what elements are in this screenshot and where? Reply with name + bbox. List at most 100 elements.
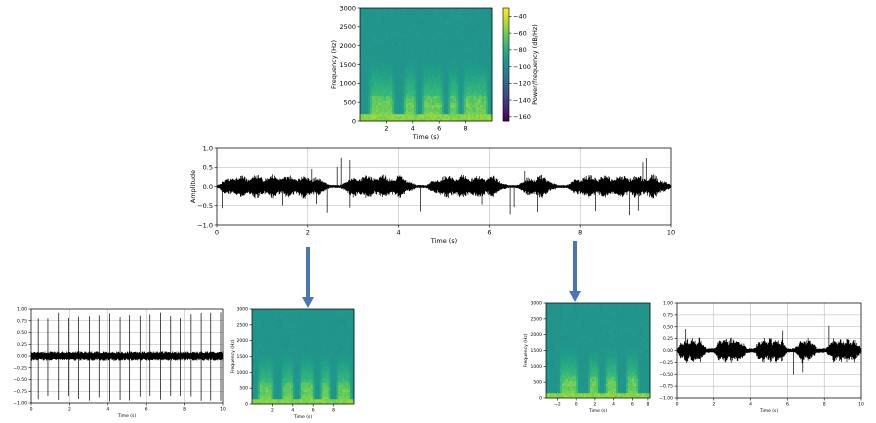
spectrogram-cell: [488, 82, 491, 86]
y-tick-label: 2500: [339, 23, 356, 31]
spectrogram-cell: [289, 339, 292, 343]
spectrogram-cell: [468, 17, 471, 20]
spectrogram-cell: [289, 394, 292, 398]
spectrogram-cell: [368, 91, 371, 95]
spectrogram-cell: [490, 10, 493, 13]
spectrogram-cell: [269, 370, 273, 374]
spectrogram-cell: [360, 55, 363, 59]
spectrogram-cell: [464, 17, 467, 20]
spectrogram-cell: [283, 335, 286, 338]
spectrogram-cell: [400, 8, 403, 11]
spectrogram-cell: [452, 41, 455, 45]
spectrogram-cell: [366, 37, 369, 41]
spectrogram-cell: [304, 330, 308, 334]
spectrogram-cell: [380, 116, 383, 120]
spectrogram-cell: [442, 17, 445, 20]
spectrogram-cell: [267, 351, 271, 355]
spectrogram-cell: [422, 96, 425, 99]
spectrogram-cell: [456, 30, 459, 34]
spectrogram-cell: [275, 368, 278, 372]
spectrogram-cell: [398, 107, 401, 111]
spectrogram-cell: [444, 89, 447, 93]
spectrogram-cell: [436, 98, 439, 102]
spectrogram-cell: [265, 354, 269, 357]
spectrogram-cell: [378, 105, 381, 108]
spectrogram-cell: [398, 28, 401, 31]
colorbar-cell: [503, 53, 509, 56]
spectrogram-cell: [462, 30, 465, 34]
spectrogram-cell: [277, 342, 280, 346]
spectrogram-cell: [484, 10, 487, 13]
spectrogram-cell: [257, 382, 261, 386]
spectrogram-cell: [259, 337, 263, 341]
spectrogram-cell: [478, 8, 481, 11]
spectrogram-cell: [414, 17, 417, 20]
spectrogram-cell: [450, 75, 453, 79]
spectrogram-cell: [253, 394, 257, 398]
spectrogram-cell: [478, 96, 481, 99]
spectrogram-cell: [420, 102, 423, 106]
y-tick-label: 1.00: [17, 307, 27, 313]
spectrogram-cell: [430, 48, 433, 52]
spectrogram-cell: [285, 401, 288, 405]
spectrogram-cell: [476, 53, 479, 56]
spectrogram-cell: [392, 14, 395, 18]
spectrogram-cell: [277, 361, 280, 365]
spectrogram-cell: [484, 87, 487, 90]
spectrogram-cell: [370, 62, 373, 65]
spectrogram-cell: [490, 26, 493, 29]
spectrogram-cell: [436, 44, 439, 47]
spectrogram-cell: [480, 8, 483, 11]
spectrogram-cell: [460, 35, 463, 38]
spectrogram-cell: [261, 401, 265, 405]
spectrogram-cell: [438, 37, 441, 41]
spectrogram-cell: [314, 354, 318, 357]
spectrogram-cell: [267, 347, 271, 350]
spectrogram-cell: [394, 100, 397, 104]
spectrogram-cell: [434, 105, 437, 108]
spectrogram-cell: [306, 387, 310, 391]
spectrogram-cell: [388, 114, 391, 117]
spectrogram-cell: [263, 309, 267, 312]
spectrogram-cell: [426, 100, 429, 104]
spectrogram-cell: [408, 19, 411, 22]
spectrogram-cell: [291, 389, 294, 393]
spectrogram-cell: [482, 91, 485, 95]
spectrogram-cell: [482, 78, 485, 81]
spectrogram-cell: [259, 349, 263, 353]
spectrogram-cell: [384, 35, 387, 38]
spectrogram-cell: [464, 37, 467, 41]
spectrogram-cell: [310, 332, 314, 336]
spectrogram-cell: [452, 8, 455, 11]
spectrogram-cell: [318, 368, 322, 372]
spectrogram-cell: [277, 394, 280, 398]
spectrogram-cell: [480, 10, 483, 13]
spectrogram-cell: [446, 19, 449, 22]
spectrogram-cell: [287, 387, 290, 391]
spectrogram-cell: [392, 64, 395, 68]
spectrogram-cell: [265, 330, 269, 334]
spectrogram-cell: [295, 368, 298, 372]
spectrogram-cell: [291, 366, 294, 369]
spectrogram-cell: [295, 342, 298, 346]
spectrogram-cell: [446, 48, 449, 52]
spectrogram-cell: [263, 316, 267, 319]
spectrogram-cell: [275, 401, 278, 405]
x-tick-label: 2: [68, 407, 71, 413]
spectrogram-cell: [454, 37, 457, 41]
spectrogram-cell: [308, 309, 312, 312]
spectrogram-cell: [434, 12, 437, 16]
colorbar-cell: [503, 13, 509, 16]
spectrogram-cell: [285, 361, 288, 365]
spectrogram-cell: [464, 78, 467, 81]
spectrogram-cell: [263, 358, 267, 362]
spectrogram-cell: [464, 64, 467, 68]
spectrogram-cell: [458, 105, 461, 108]
spectrogram-cell: [438, 114, 441, 117]
spectrogram-cell: [486, 114, 489, 117]
spectrogram-cell: [384, 48, 387, 52]
spectrogram-cell: [458, 69, 461, 72]
spectrogram-cell: [410, 53, 413, 56]
spectrogram-cell: [295, 392, 298, 395]
spectrogram-cell: [476, 78, 479, 81]
